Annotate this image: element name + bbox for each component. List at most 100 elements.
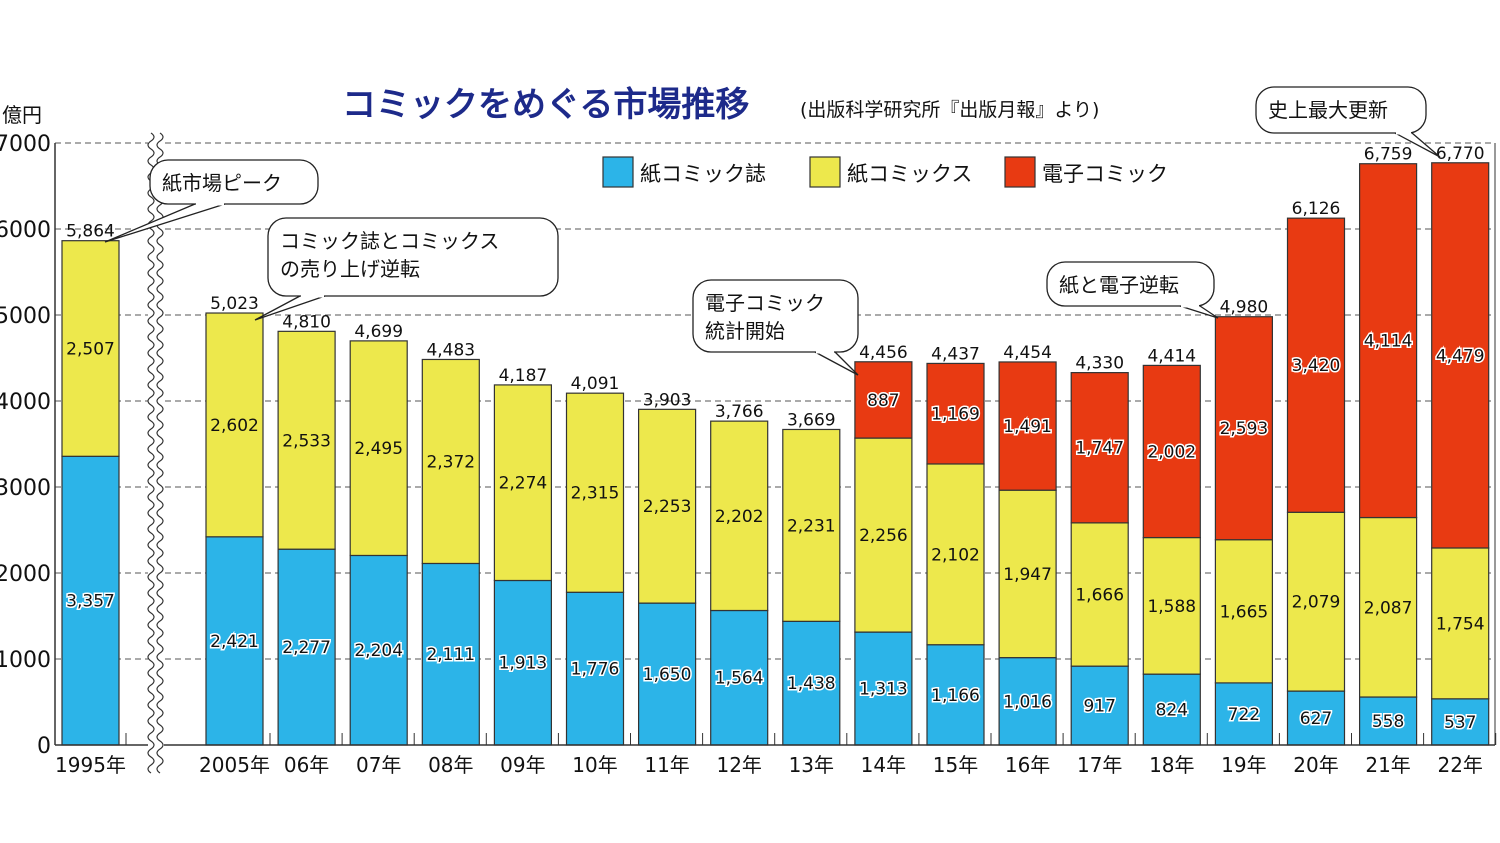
- x-tick-label: 09年: [500, 753, 545, 777]
- total-value-label: 5,023: [210, 294, 259, 314]
- total-value-label: 6,126: [1292, 199, 1341, 219]
- total-value-label: 4,810: [282, 312, 331, 332]
- segment-value-label: 1,564: [715, 669, 764, 689]
- segment-value-label: 2,102: [931, 545, 980, 565]
- callout-pointer: [104, 203, 226, 243]
- segment-value-label: 2,274: [499, 474, 548, 494]
- y-tick-label: 4000: [0, 390, 51, 415]
- segment-value-label: 2,002: [1147, 442, 1196, 462]
- callout-box: [267, 217, 559, 297]
- legend-label: 紙コミックス: [847, 162, 972, 186]
- segment-value-label: 722: [1228, 705, 1260, 725]
- bar-segment: [1358, 516, 1418, 698]
- bar-segment: [1214, 682, 1274, 746]
- segment-value-label: 1,754: [1436, 614, 1485, 634]
- bar-segment: [349, 340, 408, 557]
- legend-swatch: [809, 156, 841, 188]
- bar-segment: [1070, 522, 1129, 667]
- segment-value-label: 3,357: [66, 592, 115, 612]
- y-tick-label: 7000: [0, 132, 51, 157]
- segment-value-label: 1,650: [643, 665, 692, 685]
- segment-value-label: 2,204: [354, 641, 403, 661]
- segment-value-label: 4,479: [1436, 346, 1485, 366]
- y-tick-label: 3000: [0, 476, 51, 501]
- bar-segment: [782, 620, 841, 746]
- segment-value-label: 1,747: [1075, 439, 1124, 459]
- callout-1: 紙市場ピーク: [104, 159, 319, 243]
- bar-segment: [1431, 547, 1490, 700]
- y-axis-unit: 億円: [2, 103, 42, 127]
- segment-value-label: 3,420: [1292, 356, 1341, 376]
- callout-4: 紙と電子逆転: [1046, 261, 1219, 319]
- axes: [54, 131, 1497, 774]
- segment-value-label: 2,277: [282, 638, 331, 658]
- total-value-label: 4,414: [1147, 346, 1196, 366]
- callout-text: 電子コミック: [705, 291, 825, 315]
- segment-value-label: 2,602: [210, 416, 259, 436]
- total-value-label: 4,187: [499, 366, 548, 386]
- bar-segment: [349, 554, 408, 746]
- bar-segment: [1358, 163, 1418, 519]
- gridlines: [55, 142, 1495, 660]
- total-value-label: 4,699: [354, 322, 403, 342]
- segment-value-label: 1,665: [1220, 602, 1269, 622]
- bar-segment: [782, 428, 841, 622]
- total-value-label: 4,091: [571, 374, 620, 394]
- callout-5: 史上最大更新: [1255, 86, 1441, 158]
- callout-text: コミック誌とコミックス: [280, 229, 499, 253]
- y-tick-label: 0: [37, 734, 51, 759]
- segment-value-label: 1,166: [931, 686, 980, 706]
- bar-segment: [421, 358, 480, 565]
- segment-value-label: 2,087: [1364, 598, 1413, 618]
- legend-label: 紙コミック誌: [640, 162, 766, 186]
- segment-value-label: 917: [1083, 697, 1115, 717]
- callout-box: [692, 279, 859, 353]
- bar-segment: [1431, 698, 1490, 746]
- segment-value-label: 2,495: [354, 439, 403, 459]
- callout-text: 史上最大更新: [1268, 98, 1388, 122]
- segment-value-label: 1,491: [1003, 417, 1052, 437]
- x-tick-label: 2005年: [199, 753, 270, 777]
- chart-title: コミックをめぐる市場推移: [342, 85, 749, 125]
- total-value-label: 3,669: [787, 410, 836, 430]
- legend-swatch: [1004, 156, 1036, 188]
- callout-box: [1046, 261, 1215, 307]
- segment-value-label: 1,913: [499, 654, 548, 674]
- x-tick-label: 07年: [356, 753, 401, 777]
- callout-pointer: [814, 351, 859, 376]
- x-tick-label: 20年: [1293, 753, 1338, 777]
- legend-swatch: [602, 156, 634, 188]
- x-tick-label: 08年: [428, 753, 473, 777]
- bar-segment: [637, 602, 697, 746]
- callout-box: [1255, 86, 1427, 134]
- segment-value-label: 4,114: [1364, 332, 1413, 352]
- bar-segment: [854, 437, 913, 633]
- bar-segment: [1070, 665, 1129, 746]
- bar-segment: [998, 361, 1057, 491]
- total-value-label: 6,770: [1436, 144, 1485, 164]
- segment-value-label: 1,169: [931, 405, 980, 425]
- total-value-label: 4,456: [859, 343, 908, 363]
- total-value-label: 3,766: [715, 402, 764, 422]
- total-value-label: 5,864: [66, 222, 115, 242]
- segment-value-label: 1,438: [787, 674, 836, 694]
- y-tick-label: 1000: [0, 648, 51, 673]
- segment-value-label: 824: [1156, 701, 1188, 721]
- y-tick-label: 2000: [0, 562, 51, 587]
- segment-value-label: 2,507: [66, 339, 115, 359]
- bar-segment: [1070, 372, 1129, 524]
- y-tick-label: 5000: [0, 304, 51, 329]
- x-tick-label: 15年: [933, 753, 978, 777]
- total-value-label: 4,330: [1075, 354, 1124, 374]
- bar-segment: [1142, 364, 1201, 539]
- total-value-label: 3,903: [643, 390, 692, 410]
- legend: 紙コミック誌 紙コミックス 電子コミック: [602, 156, 1168, 188]
- segment-value-label: 2,593: [1220, 419, 1269, 439]
- bar-segment: [1214, 316, 1274, 541]
- x-tick-label: 12年: [716, 753, 761, 777]
- x-tick-label: 21年: [1365, 753, 1410, 777]
- x-tick-label: 06年: [284, 753, 329, 777]
- x-tick-label: 14年: [861, 753, 906, 777]
- bar-segment: [1214, 539, 1274, 684]
